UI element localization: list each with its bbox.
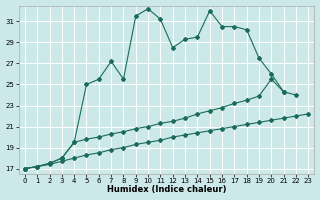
X-axis label: Humidex (Indice chaleur): Humidex (Indice chaleur) [107,185,226,194]
